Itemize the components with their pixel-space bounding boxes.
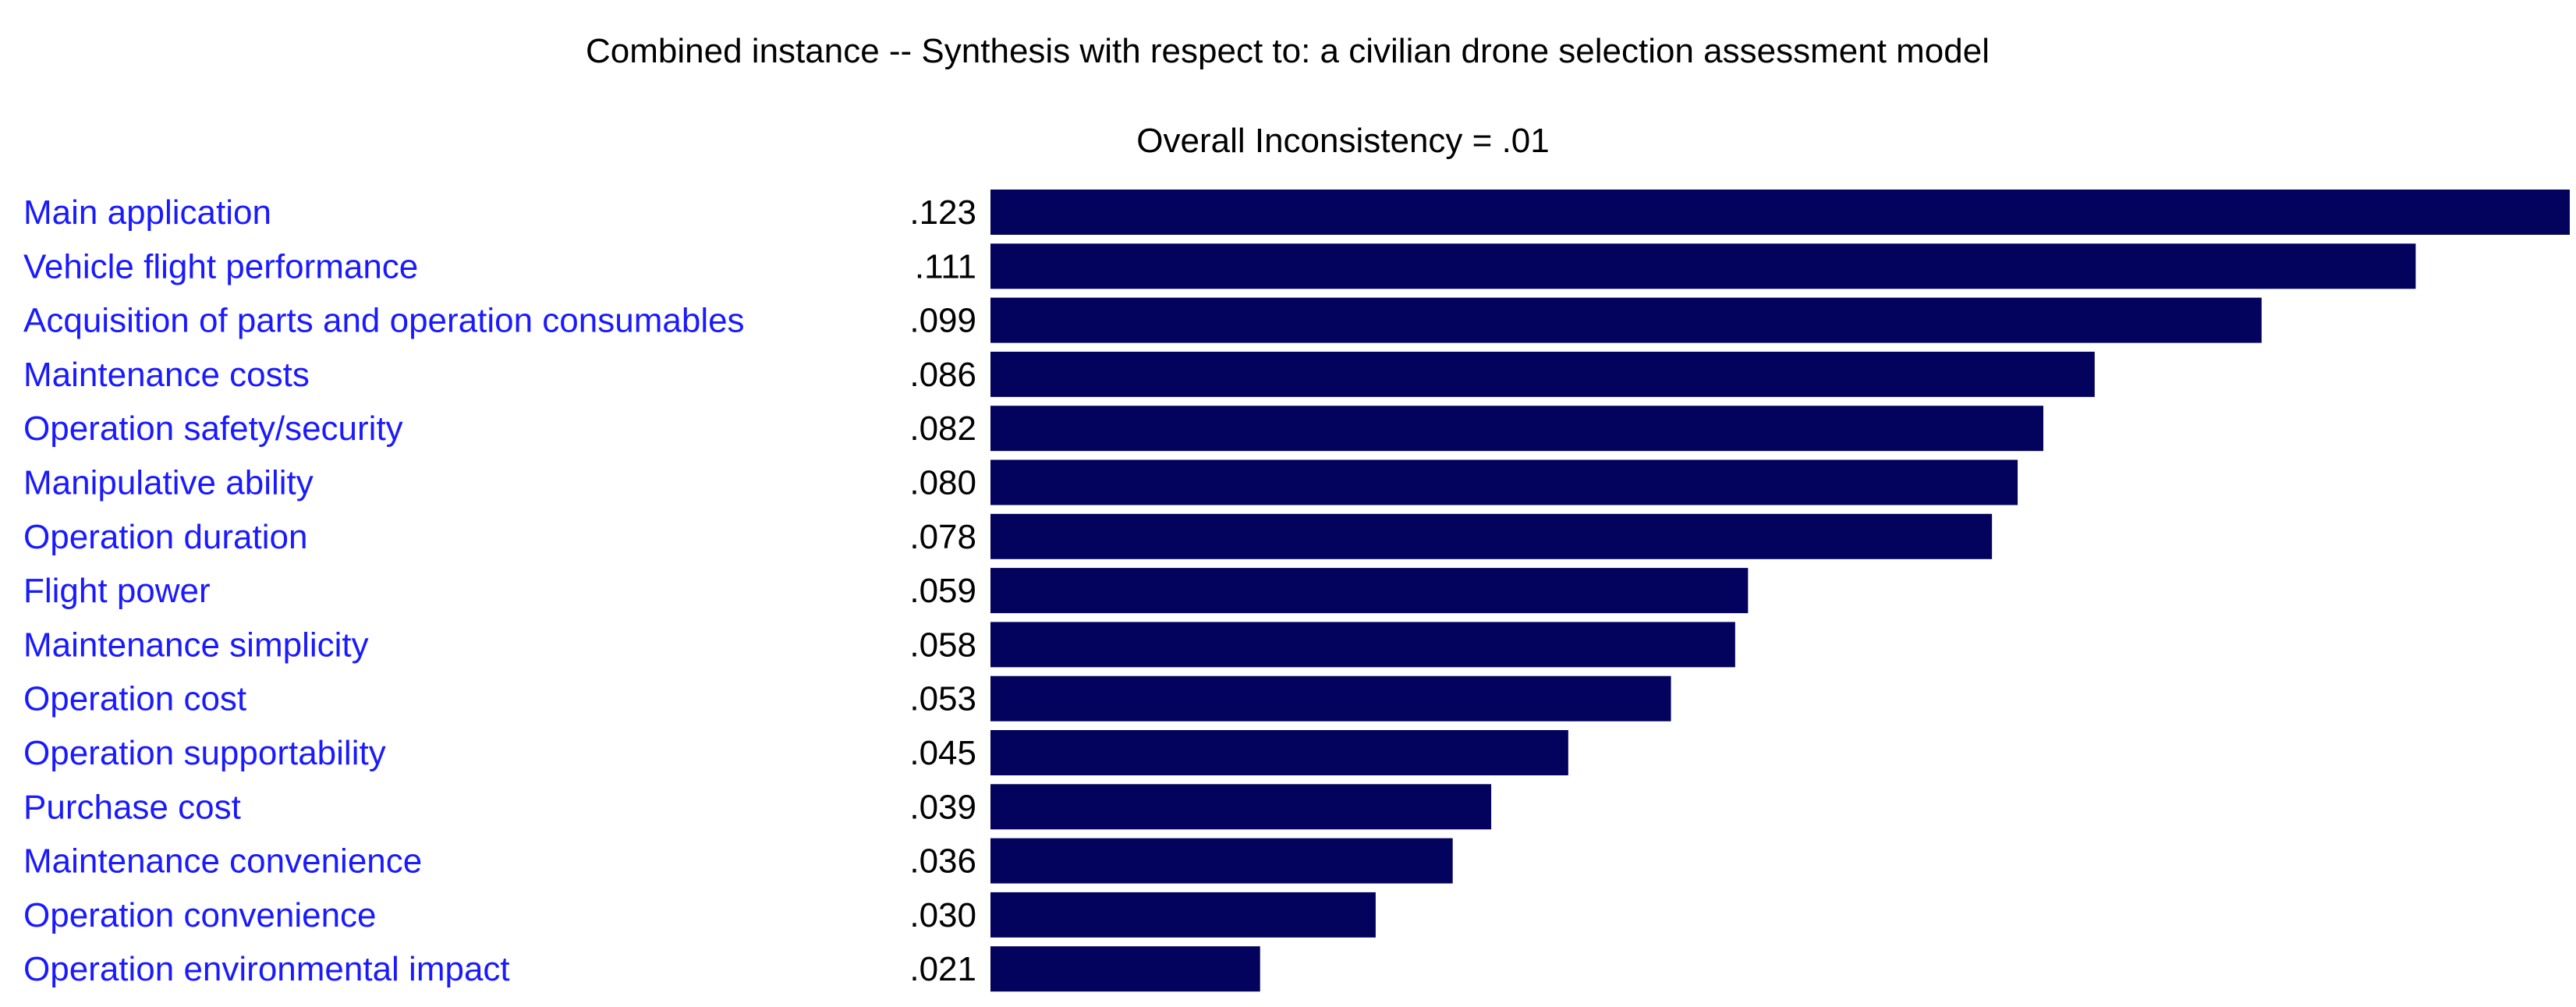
value-label: .111: [915, 247, 976, 285]
bar: [990, 784, 1492, 830]
category-label[interactable]: Purchase cost: [23, 788, 241, 826]
bar: [990, 946, 1260, 992]
value-label: .021: [909, 950, 976, 988]
category-label[interactable]: Operation convenience: [23, 896, 377, 934]
value-label: .099: [909, 302, 976, 340]
bar: [990, 622, 1735, 668]
value-label: .082: [909, 410, 976, 448]
bar: [990, 513, 1993, 559]
bar: [990, 675, 1671, 722]
category-label[interactable]: Maintenance simplicity: [23, 626, 369, 664]
bar: [990, 892, 1376, 938]
value-label: .123: [909, 193, 976, 232]
category-label[interactable]: Operation environmental impact: [23, 950, 510, 988]
value-label: .053: [909, 680, 976, 718]
bar: [990, 568, 1749, 614]
value-label: .080: [909, 464, 976, 502]
value-label: .078: [909, 518, 976, 556]
bar: [990, 459, 2018, 505]
value-label: .059: [909, 572, 976, 610]
bar: [990, 297, 2262, 343]
bars-group: Main application .123 Vehicle flight perfo…: [23, 190, 2570, 992]
category-label[interactable]: Operation cost: [23, 680, 246, 718]
category-label[interactable]: Operation duration: [23, 518, 307, 556]
bar: [990, 190, 2570, 235]
bar: [990, 243, 2416, 289]
category-label[interactable]: Flight power: [23, 572, 211, 610]
value-label: .086: [909, 356, 976, 394]
bar: [990, 838, 1453, 884]
category-label[interactable]: Acquisition of parts and operation consu…: [23, 302, 745, 340]
category-label[interactable]: Maintenance convenience: [23, 842, 422, 881]
bar: [990, 730, 1568, 775]
category-label[interactable]: Operation supportability: [23, 734, 386, 772]
value-label: .036: [909, 842, 976, 881]
value-label: .058: [909, 626, 976, 664]
bar: [990, 351, 2095, 397]
category-label[interactable]: Vehicle flight performance: [23, 247, 418, 285]
category-label[interactable]: Manipulative ability: [23, 464, 314, 502]
chart-subtitle: Overall Inconsistency = .01: [1136, 122, 1549, 160]
category-label[interactable]: Operation safety/security: [23, 410, 403, 448]
chart-title: Combined instance -- Synthesis with resp…: [586, 32, 1990, 70]
bar: [990, 406, 2043, 452]
value-label: .045: [909, 734, 976, 772]
category-label[interactable]: Main application: [23, 193, 271, 232]
value-label: .030: [909, 896, 976, 934]
category-label[interactable]: Maintenance costs: [23, 356, 310, 394]
value-label: .039: [909, 788, 976, 826]
